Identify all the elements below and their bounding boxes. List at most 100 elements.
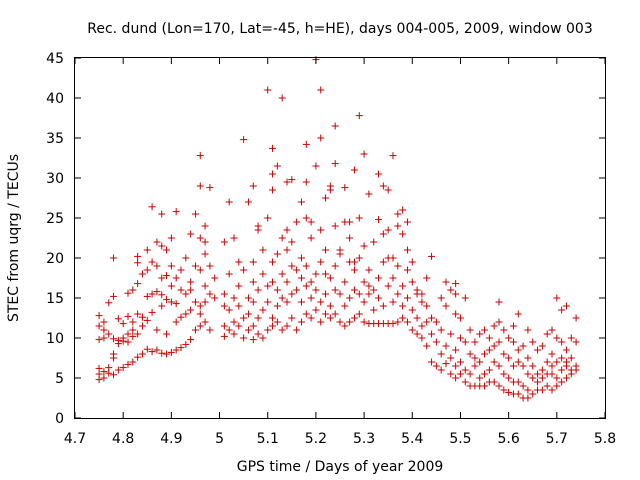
data-point xyxy=(196,182,204,190)
data-point xyxy=(452,374,460,382)
data-point xyxy=(365,290,373,298)
data-point xyxy=(456,314,464,322)
data-point xyxy=(375,216,383,224)
data-point xyxy=(322,194,330,202)
data-point xyxy=(196,310,204,318)
data-point xyxy=(428,358,436,366)
data-point xyxy=(548,370,556,378)
data-point xyxy=(529,362,537,370)
data-point xyxy=(447,330,455,338)
data-point xyxy=(505,388,513,396)
data-point xyxy=(437,350,445,358)
data-point xyxy=(283,278,291,286)
data-point xyxy=(452,362,460,370)
data-point xyxy=(235,322,243,330)
data-point xyxy=(418,290,426,298)
data-point xyxy=(529,390,537,398)
data-point xyxy=(288,176,296,184)
data-point xyxy=(461,294,469,302)
data-point xyxy=(177,313,185,321)
data-point xyxy=(167,282,175,290)
data-point xyxy=(269,258,277,266)
data-point xyxy=(302,140,310,148)
data-point xyxy=(288,262,296,270)
data-point xyxy=(567,354,575,362)
data-point xyxy=(326,182,334,190)
data-point xyxy=(331,122,339,130)
data-point xyxy=(322,246,330,254)
data-point xyxy=(476,330,484,338)
data-point xyxy=(394,222,402,230)
data-point xyxy=(138,322,146,330)
data-point xyxy=(423,302,431,310)
y-tick-label: 20 xyxy=(46,251,64,267)
data-point xyxy=(341,278,349,286)
data-point xyxy=(148,203,156,211)
data-point xyxy=(143,316,151,324)
data-point xyxy=(124,289,132,297)
data-point xyxy=(471,338,479,346)
data-point xyxy=(302,262,310,270)
data-point xyxy=(249,278,257,286)
data-point xyxy=(529,338,537,346)
data-point xyxy=(244,198,252,206)
data-point xyxy=(331,262,339,270)
data-point xyxy=(269,314,277,322)
data-point xyxy=(100,374,108,382)
data-point xyxy=(375,294,383,302)
data-point xyxy=(225,326,233,334)
data-point xyxy=(129,286,137,294)
data-point xyxy=(317,86,325,94)
data-point xyxy=(254,330,262,338)
data-point xyxy=(182,310,190,318)
data-point xyxy=(379,302,387,310)
data-point xyxy=(418,322,426,330)
data-point xyxy=(264,298,272,306)
data-point xyxy=(548,326,556,334)
data-point xyxy=(220,332,228,340)
y-tick-label: 10 xyxy=(46,331,64,347)
data-point xyxy=(384,186,392,194)
data-point xyxy=(428,330,436,338)
data-point xyxy=(167,348,175,356)
data-point xyxy=(177,344,185,352)
data-point xyxy=(428,314,436,322)
data-point xyxy=(158,302,166,310)
data-point xyxy=(326,314,334,322)
data-point xyxy=(432,362,440,370)
data-point xyxy=(114,366,122,374)
data-point xyxy=(114,315,122,323)
x-axis: 4.7 4.8 4.9 5 5.1 5.2 5.3 5.4 5.5 5.6 5.7 5.8 xyxy=(64,58,616,447)
data-point xyxy=(105,364,113,372)
data-point xyxy=(481,382,489,390)
data-point xyxy=(418,334,426,342)
data-point xyxy=(196,302,204,310)
data-point xyxy=(220,302,228,310)
data-point xyxy=(240,334,248,342)
x-tick-label: 5.5 xyxy=(449,431,471,447)
data-point xyxy=(230,330,238,338)
x-tick-label: 4.8 xyxy=(112,431,134,447)
data-point xyxy=(524,326,532,334)
data-point xyxy=(312,286,320,294)
data-point xyxy=(302,178,310,186)
data-point xyxy=(153,288,161,296)
data-point xyxy=(490,358,498,366)
data-point xyxy=(331,310,339,318)
data-point xyxy=(399,206,407,214)
data-point xyxy=(172,274,180,282)
data-point xyxy=(466,350,474,358)
y-tick-label: 30 xyxy=(46,171,64,187)
y-axis-label: STEC from uqrg / TECUs xyxy=(6,154,22,322)
data-point xyxy=(403,294,411,302)
data-point xyxy=(466,326,474,334)
data-point xyxy=(548,350,556,358)
data-point xyxy=(408,326,416,334)
data-point xyxy=(355,310,363,318)
data-point xyxy=(442,302,450,310)
data-point xyxy=(163,330,171,338)
data-point xyxy=(264,282,272,290)
data-point xyxy=(375,170,383,178)
data-point xyxy=(230,318,238,326)
data-point xyxy=(225,270,233,278)
